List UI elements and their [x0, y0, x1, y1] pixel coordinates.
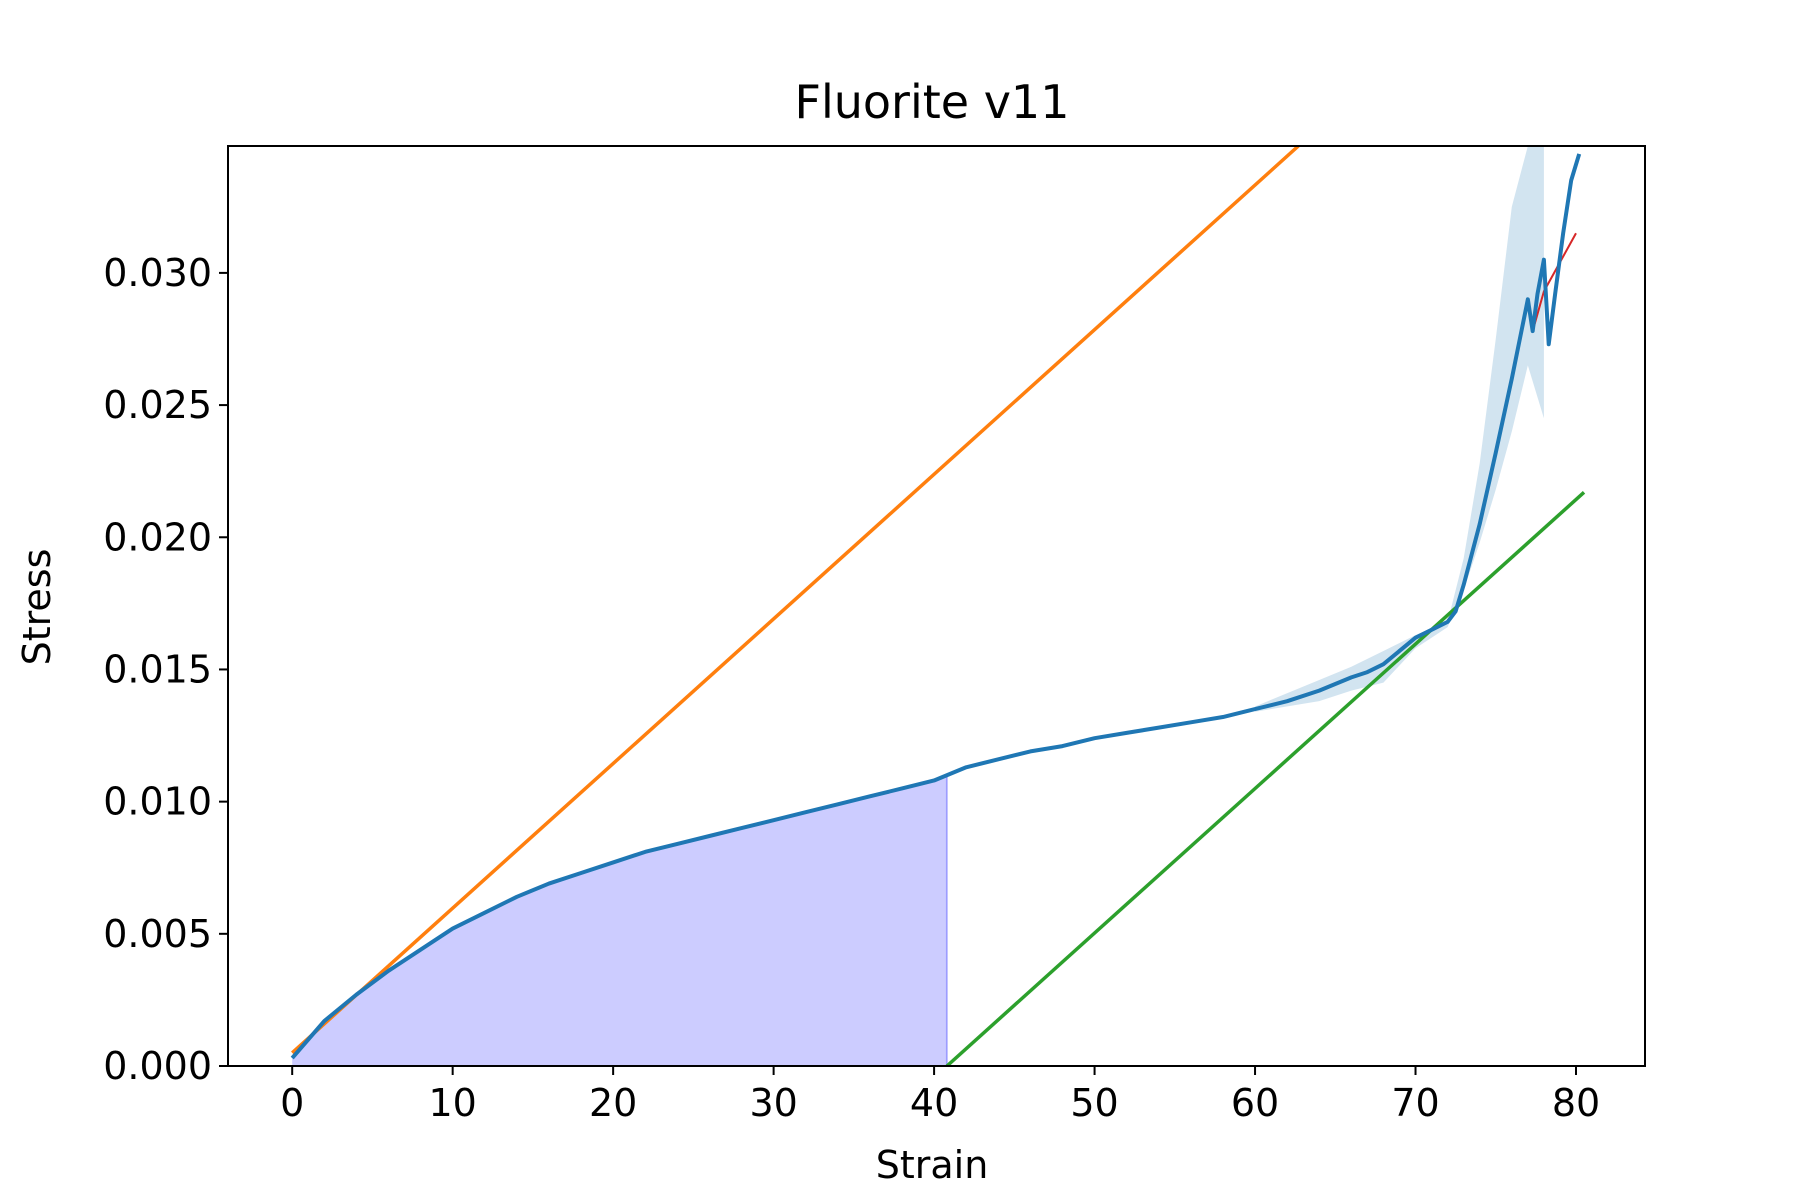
y-tick-label: 0.005: [103, 912, 212, 956]
shaded-area: [292, 775, 947, 1066]
x-tick-label: 70: [1391, 1081, 1439, 1125]
y-tick-label: 0.020: [103, 515, 212, 559]
y-tick-label: 0.030: [103, 251, 212, 295]
variability-band: [1255, 146, 1544, 712]
axes: 0 10 20 30 40 50 60 70 80 0.000 0.005 0.010 0.015 0.0…: [103, 145, 1646, 1125]
mean-curve-line: [290, 153, 1582, 1060]
y-tick-label: 0.015: [103, 647, 212, 691]
axes-frame: [227, 145, 1646, 1067]
x-tick-label: 50: [1070, 1081, 1118, 1125]
y-tick-label: 0.025: [103, 383, 212, 427]
x-tick-label: 80: [1552, 1081, 1600, 1125]
x-tick-label: 0: [280, 1081, 304, 1125]
x-tick-label: 20: [589, 1081, 637, 1125]
x-tick-label: 10: [428, 1081, 476, 1125]
plot-area: [290, 146, 1586, 1066]
chart-title: Fluorite v11: [795, 75, 1070, 129]
x-tick-label: 30: [749, 1081, 797, 1125]
upper-tangent-line: [291, 146, 1300, 1055]
lower-offset-line: [945, 491, 1586, 1066]
y-axis-label: Stress: [15, 549, 59, 666]
x-axis-label: Strain: [876, 1143, 989, 1187]
x-tick-label: 40: [910, 1081, 958, 1125]
x-tick-label: 60: [1231, 1081, 1279, 1125]
y-tick-label: 0.000: [103, 1044, 212, 1088]
y-tick-label: 0.010: [103, 780, 212, 824]
